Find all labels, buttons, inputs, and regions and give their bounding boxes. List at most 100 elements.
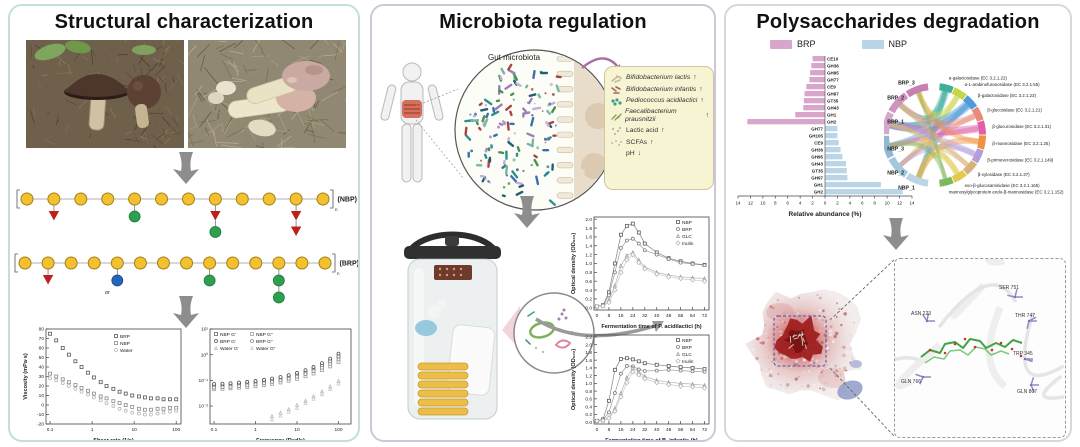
svg-text:CE9: CE9 bbox=[827, 84, 836, 89]
svg-text:NBP: NBP bbox=[682, 338, 692, 344]
brp-structure: n(BRP) or bbox=[14, 253, 359, 304]
svg-text:8: 8 bbox=[608, 313, 611, 319]
svg-text:GT35: GT35 bbox=[812, 168, 824, 173]
nbp-swatch bbox=[861, 39, 884, 49]
svg-text:GH36: GH36 bbox=[811, 147, 823, 152]
svg-text:1.0: 1.0 bbox=[585, 261, 592, 267]
svg-text:1.8: 1.8 bbox=[585, 350, 592, 356]
svg-text:64: 64 bbox=[690, 313, 696, 319]
svg-text:0.8: 0.8 bbox=[585, 389, 592, 395]
svg-text:10: 10 bbox=[131, 427, 137, 433]
svg-text:100: 100 bbox=[335, 427, 343, 433]
svg-text:0.6: 0.6 bbox=[585, 279, 592, 285]
panel-title-structural: Structural characterization bbox=[54, 11, 314, 33]
svg-text:GH2: GH2 bbox=[827, 119, 837, 124]
residue-label: ASN 223 bbox=[911, 311, 932, 317]
svg-text:NBP G″: NBP G″ bbox=[256, 332, 273, 338]
residue-label: THR 747 bbox=[1015, 313, 1036, 319]
svg-text:0.2: 0.2 bbox=[585, 412, 592, 418]
svg-text:BRP G′: BRP G′ bbox=[220, 339, 236, 345]
svg-text:mannosylglycoprotein endo-β-ma: mannosylglycoprotein endo-β-mannosidase … bbox=[949, 190, 1064, 195]
svg-text:1: 1 bbox=[91, 427, 94, 433]
svg-text:n: n bbox=[337, 271, 340, 276]
svg-text:GH43: GH43 bbox=[827, 105, 839, 110]
legend-row: Lactic acid ↑ bbox=[610, 126, 709, 136]
bacteria-rods-icon bbox=[611, 86, 621, 94]
svg-text:BRP: BRP bbox=[682, 227, 692, 233]
legend-nbp: NBP bbox=[861, 39, 907, 49]
svg-text:Optical density (OD₆₀₀): Optical density (OD₆₀₀) bbox=[571, 233, 577, 294]
panel-structural-characterization: Structural characterization n (NBP) n (BRP… bbox=[8, 4, 360, 442]
svg-text:β-primeverosidase (EC 3.2.1.14: β-primeverosidase (EC 3.2.1.149) bbox=[987, 158, 1054, 163]
svg-text:GH95: GH95 bbox=[811, 154, 823, 159]
svg-text:NBP: NBP bbox=[120, 341, 130, 347]
svg-text:Relative abundance (%): Relative abundance (%) bbox=[789, 211, 862, 218]
svg-text:Water G″: Water G″ bbox=[256, 346, 276, 352]
svg-text:12: 12 bbox=[748, 201, 754, 206]
svg-text:80: 80 bbox=[39, 327, 45, 333]
svg-text:GH97: GH97 bbox=[811, 175, 823, 180]
mushroom-photo-left bbox=[26, 40, 184, 148]
svg-text:0.0: 0.0 bbox=[585, 420, 592, 426]
svg-text:BRP_1: BRP_1 bbox=[887, 120, 904, 126]
svg-text:Optical density (OD₆₀₀): Optical density (OD₆₀₀) bbox=[571, 349, 577, 410]
svg-text:-20: -20 bbox=[37, 422, 44, 428]
svg-text:(BRP): (BRP) bbox=[340, 261, 359, 268]
svg-text:Water: Water bbox=[120, 348, 133, 354]
abundance-bar-chart: CE10 GH36 GH95 GH77 CE9 GH97 GT35 GH43 GH1 GH2 GH7… bbox=[735, 56, 914, 218]
svg-text:Frequency (Rad/s): Frequency (Rad/s) bbox=[256, 438, 305, 442]
svg-text:1.2: 1.2 bbox=[585, 252, 592, 258]
bacteria-rods-icon bbox=[611, 74, 622, 83]
od-plot-acidilactici: 0 8 16 24 32 40 48 56 64 72 0.0 0.2 0.4 0.6 0.8 1.0 1.2 1… bbox=[571, 216, 710, 330]
svg-text:Inulin: Inulin bbox=[682, 359, 694, 365]
svg-text:10: 10 bbox=[885, 201, 891, 206]
legend-row: SCFAs ↑ bbox=[610, 138, 709, 148]
svg-text:1.8: 1.8 bbox=[585, 226, 592, 232]
brp-swatch bbox=[770, 39, 792, 49]
svg-text:Inulin: Inulin bbox=[682, 241, 694, 247]
panel-title-microbiota: Microbiota regulation bbox=[439, 11, 647, 33]
svg-text:NBP_2: NBP_2 bbox=[887, 171, 904, 177]
down-arrow-icon bbox=[173, 296, 199, 328]
svg-text:BRP_2: BRP_2 bbox=[887, 96, 904, 102]
od-plot-infantis: 0 8 16 24 32 40 48 56 64 720.00.20.40.60.81.01.21… bbox=[571, 334, 710, 440]
svg-text:0: 0 bbox=[824, 201, 827, 206]
abundance-legend: BRP NBP bbox=[770, 39, 907, 49]
svg-text:0: 0 bbox=[41, 403, 44, 409]
down-arrow-icon bbox=[173, 152, 199, 184]
svg-text:NBP_1: NBP_1 bbox=[898, 186, 915, 192]
svg-text:1: 1 bbox=[254, 427, 257, 433]
svg-text:0.8: 0.8 bbox=[585, 270, 592, 276]
svg-text:64: 64 bbox=[690, 427, 696, 433]
svg-text:β-glucosidase (EC 3.2.1.21): β-glucosidase (EC 3.2.1.21) bbox=[987, 107, 1042, 112]
svg-text:4: 4 bbox=[799, 201, 802, 206]
svg-text:GH2: GH2 bbox=[814, 189, 824, 194]
mushroom-photo-right bbox=[188, 40, 346, 148]
gut-microbiota-circle bbox=[454, 49, 616, 211]
down-arrow-icon bbox=[514, 196, 540, 228]
svg-text:or: or bbox=[105, 290, 111, 296]
legend-row: pH ↓ bbox=[610, 149, 709, 159]
residue-label: TRP 345 bbox=[1013, 351, 1033, 357]
svg-text:GH1: GH1 bbox=[827, 112, 837, 117]
down-arrow-icon bbox=[883, 218, 909, 250]
viscosity-plot: 0.1 1 10 100 -20 -10 0 10 20 30 40 50 60 70 80 Shear ra… bbox=[23, 327, 182, 440]
svg-text:16: 16 bbox=[618, 427, 624, 433]
svg-text:GH43: GH43 bbox=[811, 161, 823, 166]
legend-brp: BRP bbox=[770, 39, 816, 49]
svg-text:12: 12 bbox=[897, 201, 903, 206]
svg-text:0.2: 0.2 bbox=[585, 297, 592, 303]
svg-text:1.4: 1.4 bbox=[585, 366, 592, 372]
svg-text:Fermentation time of P. acidil: Fermentation time of P. acidilactici (h) bbox=[601, 324, 701, 330]
svg-text:CE9: CE9 bbox=[814, 140, 823, 145]
svg-text:Water G′: Water G′ bbox=[220, 346, 239, 352]
enzyme-chord-diagram: NBP_1 NBP_2 NBP_3 BRP_1 BRP_2 BRP_3 α-galactos… bbox=[884, 75, 1064, 195]
svg-text:NBP: NBP bbox=[682, 220, 692, 226]
svg-text:GH105: GH105 bbox=[809, 133, 824, 138]
svg-text:56: 56 bbox=[678, 427, 684, 433]
panel-microbiota-regulation: Microbiota regulation Gut microbiota Bif bbox=[370, 4, 716, 442]
cocci-cluster-icon bbox=[611, 97, 622, 106]
svg-text:40: 40 bbox=[39, 365, 45, 371]
svg-text:NBP G′: NBP G′ bbox=[220, 332, 236, 338]
svg-text:BRP_3: BRP_3 bbox=[898, 80, 915, 86]
